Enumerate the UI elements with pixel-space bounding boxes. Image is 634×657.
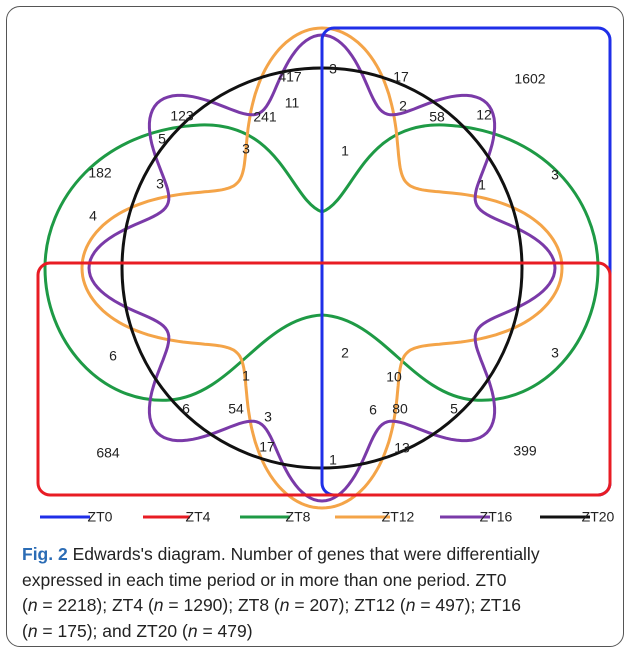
caption-text: ( — [22, 595, 28, 615]
caption-text: ( — [22, 620, 28, 641]
caption-text: = 2218); ZT4 ( — [37, 595, 154, 615]
caption-line: Fig. 2 Edwards's diagram. Number of gene… — [22, 542, 622, 568]
region-count: 6 — [109, 348, 117, 364]
legend-label: ZT20 — [582, 509, 615, 525]
caption-line: (n = 175); and ZT20 (n = 479) — [22, 619, 622, 645]
caption-italic: n — [27, 595, 38, 615]
caption-italic: n — [153, 595, 164, 615]
caption-text: = 175); and ZT20 ( — [37, 620, 188, 641]
caption: Fig. 2 Edwards's diagram. Number of gene… — [22, 542, 622, 644]
set-outline — [80, 26, 564, 510]
region-count: 5 — [450, 401, 458, 417]
region-count: 3 — [242, 141, 250, 157]
region-count: 3 — [329, 61, 337, 77]
region-count: 17 — [259, 439, 275, 455]
caption-text: expressed in each time period or in more… — [22, 569, 507, 590]
caption-italic: n — [279, 595, 290, 615]
region-count: 1 — [341, 143, 349, 159]
region-count: 1 — [242, 368, 250, 384]
legend-label: ZT0 — [88, 509, 113, 525]
set-outline — [36, 261, 612, 497]
region-count: 3 — [551, 167, 559, 183]
region-count: 3 — [264, 409, 272, 425]
caption-italic: n — [405, 595, 416, 615]
region-count: 54 — [228, 401, 244, 417]
region-count: 123 — [170, 108, 194, 124]
caption-italic: n — [27, 620, 38, 641]
region-count: 58 — [429, 109, 445, 125]
region-count: 6 — [182, 401, 190, 417]
region-count: 241 — [253, 109, 277, 125]
set-outline — [87, 33, 557, 503]
caption-line: (n = 2218); ZT4 (n = 1290); ZT8 (n = 207… — [22, 593, 622, 619]
caption-text: = 497); ZT16 — [415, 595, 522, 615]
region-count: 1602 — [514, 71, 545, 87]
region-count: 684 — [96, 445, 120, 461]
region-count: 182 — [88, 165, 112, 181]
region-count: 3 — [551, 345, 559, 361]
legend-label: ZT4 — [186, 509, 211, 525]
caption-label: Fig. 2 — [22, 544, 68, 564]
caption-text: = 1290); ZT8 ( — [163, 595, 280, 615]
region-count: 5 — [158, 131, 166, 147]
region-count: 1 — [329, 452, 337, 468]
legend-label: ZT16 — [480, 509, 513, 525]
region-count: 2 — [399, 98, 407, 114]
region-count: 12 — [476, 107, 492, 123]
region-count: 10 — [386, 369, 402, 385]
region-count: 11 — [285, 95, 300, 111]
figure-frame — [6, 6, 624, 647]
caption-line: expressed in each time period or in more… — [22, 568, 622, 594]
region-count: 1 — [478, 177, 486, 193]
caption-text: = 207); ZT12 ( — [289, 595, 406, 615]
region-count: 6 — [369, 402, 377, 418]
legend-label: ZT12 — [382, 509, 415, 525]
region-count: 13 — [394, 440, 410, 456]
region-count: 417 — [278, 69, 302, 85]
caption-italic: n — [187, 620, 198, 641]
region-count: 3 — [156, 176, 164, 192]
region-count: 2 — [341, 345, 349, 361]
region-count: 80 — [392, 401, 408, 417]
legend-label: ZT8 — [286, 509, 311, 525]
region-count: 17 — [393, 69, 409, 85]
caption-text: = 479) — [197, 620, 253, 641]
caption-text: Edwards's diagram. Number of genes that … — [72, 544, 540, 564]
region-count: 4 — [89, 208, 97, 224]
region-count: 399 — [513, 443, 537, 459]
